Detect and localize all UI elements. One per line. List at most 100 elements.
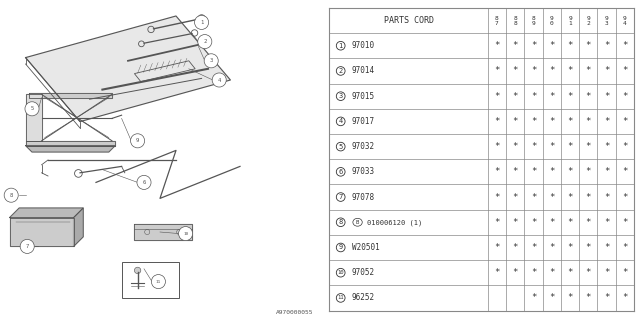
- Text: 8: 8: [339, 219, 343, 225]
- Text: *: *: [513, 167, 518, 176]
- Text: 97052: 97052: [352, 268, 375, 277]
- Text: 97010: 97010: [352, 41, 375, 50]
- Text: B: B: [356, 220, 359, 225]
- Text: *: *: [622, 92, 627, 101]
- Text: *: *: [531, 268, 536, 277]
- Text: *: *: [549, 293, 554, 302]
- Text: *: *: [513, 268, 518, 277]
- Text: *: *: [513, 218, 518, 227]
- Circle shape: [131, 134, 145, 148]
- Text: PARTS CORD: PARTS CORD: [383, 16, 434, 25]
- Text: *: *: [604, 67, 609, 76]
- Text: *: *: [494, 67, 500, 76]
- Polygon shape: [26, 94, 42, 141]
- Text: *: *: [622, 218, 627, 227]
- Text: *: *: [567, 92, 573, 101]
- Text: 010006120 (1): 010006120 (1): [367, 219, 422, 226]
- Text: *: *: [604, 92, 609, 101]
- Text: 7: 7: [339, 194, 343, 200]
- Polygon shape: [74, 208, 83, 246]
- Text: 9
1: 9 1: [568, 15, 572, 26]
- Text: *: *: [549, 268, 554, 277]
- Text: 8
9: 8 9: [532, 15, 535, 26]
- Text: *: *: [604, 167, 609, 176]
- Text: *: *: [531, 218, 536, 227]
- Circle shape: [137, 175, 151, 189]
- Text: 96252: 96252: [352, 293, 375, 302]
- Text: 8: 8: [10, 193, 13, 198]
- Circle shape: [204, 54, 218, 68]
- Text: *: *: [567, 67, 573, 76]
- Text: *: *: [586, 142, 591, 151]
- Text: *: *: [494, 117, 500, 126]
- Polygon shape: [29, 93, 112, 98]
- Text: 9
0: 9 0: [550, 15, 554, 26]
- Circle shape: [4, 188, 18, 202]
- Text: *: *: [567, 243, 573, 252]
- Text: *: *: [531, 142, 536, 151]
- Text: *: *: [567, 293, 573, 302]
- Circle shape: [212, 73, 227, 87]
- Text: A970000055: A970000055: [276, 310, 314, 315]
- Circle shape: [25, 102, 39, 116]
- Text: *: *: [531, 41, 536, 50]
- Text: *: *: [494, 41, 500, 50]
- Text: 97014: 97014: [352, 67, 375, 76]
- Text: *: *: [586, 218, 591, 227]
- Polygon shape: [134, 224, 192, 240]
- Text: *: *: [513, 193, 518, 202]
- Text: *: *: [604, 193, 609, 202]
- Text: 10: 10: [183, 232, 188, 236]
- Circle shape: [152, 275, 165, 289]
- Text: *: *: [513, 92, 518, 101]
- Text: *: *: [604, 41, 609, 50]
- Text: *: *: [586, 268, 591, 277]
- Text: *: *: [622, 193, 627, 202]
- Text: *: *: [567, 117, 573, 126]
- Text: *: *: [567, 218, 573, 227]
- Text: *: *: [622, 268, 627, 277]
- Text: *: *: [586, 243, 591, 252]
- Text: *: *: [567, 193, 573, 202]
- Text: 1: 1: [200, 20, 204, 25]
- Text: 5: 5: [339, 144, 343, 150]
- Text: *: *: [586, 193, 591, 202]
- Text: 7: 7: [26, 244, 29, 249]
- Text: *: *: [531, 92, 536, 101]
- Text: *: *: [604, 268, 609, 277]
- Text: W20501: W20501: [352, 243, 380, 252]
- Text: *: *: [604, 293, 609, 302]
- Text: *: *: [549, 117, 554, 126]
- Text: 11: 11: [337, 295, 344, 300]
- Text: *: *: [567, 167, 573, 176]
- Text: 97033: 97033: [352, 167, 375, 176]
- Text: 5: 5: [30, 106, 34, 111]
- Text: *: *: [586, 92, 591, 101]
- Polygon shape: [26, 16, 230, 122]
- Text: *: *: [567, 142, 573, 151]
- Circle shape: [134, 267, 141, 274]
- Text: *: *: [513, 142, 518, 151]
- Text: *: *: [494, 243, 500, 252]
- Text: *: *: [494, 142, 500, 151]
- Circle shape: [179, 227, 193, 241]
- Text: 4: 4: [339, 118, 343, 124]
- Text: 6: 6: [142, 180, 146, 185]
- Text: *: *: [549, 193, 554, 202]
- Text: *: *: [622, 243, 627, 252]
- Text: *: *: [531, 193, 536, 202]
- Text: *: *: [622, 167, 627, 176]
- Text: *: *: [513, 41, 518, 50]
- Text: *: *: [622, 41, 627, 50]
- Circle shape: [195, 15, 209, 29]
- Polygon shape: [26, 146, 115, 152]
- Text: *: *: [567, 41, 573, 50]
- Text: 97032: 97032: [352, 142, 375, 151]
- Text: *: *: [531, 67, 536, 76]
- Polygon shape: [10, 208, 83, 218]
- Text: *: *: [586, 167, 591, 176]
- Text: 1: 1: [339, 43, 343, 49]
- Circle shape: [20, 239, 35, 253]
- Text: 4: 4: [218, 77, 221, 83]
- Text: 10: 10: [337, 270, 344, 275]
